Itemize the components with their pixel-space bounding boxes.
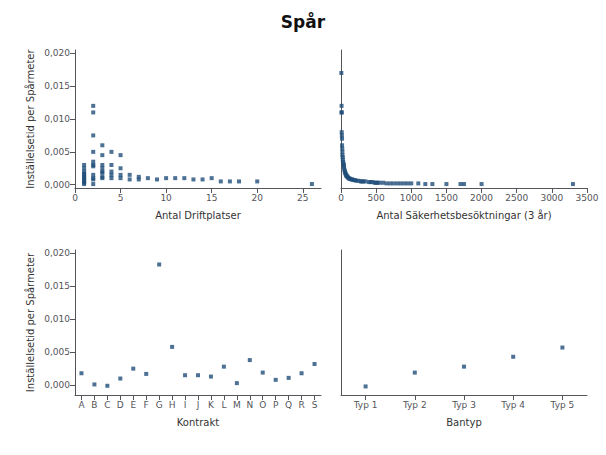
svg-text:Kontrakt: Kontrakt xyxy=(177,417,219,428)
svg-text:A: A xyxy=(78,400,85,410)
svg-text:R: R xyxy=(298,400,304,410)
svg-text:Typ 5: Typ 5 xyxy=(550,400,575,410)
svg-text:Typ 3: Typ 3 xyxy=(451,400,476,410)
svg-text:10: 10 xyxy=(160,193,172,203)
svg-text:L: L xyxy=(221,400,226,410)
svg-text:F: F xyxy=(144,400,149,410)
svg-text:0: 0 xyxy=(72,193,78,203)
svg-text:Antal Säkerhetsbesöktningar (3: Antal Säkerhetsbesöktningar (3 år) xyxy=(376,209,551,221)
svg-text:Typ 4: Typ 4 xyxy=(500,400,525,410)
svg-text:Typ 1: Typ 1 xyxy=(353,400,378,410)
svg-text:P: P xyxy=(273,400,279,410)
svg-text:0,010: 0,010 xyxy=(44,314,70,324)
svg-text:3000: 3000 xyxy=(540,193,563,203)
svg-text:Antal Driftplatser: Antal Driftplatser xyxy=(155,210,242,221)
svg-text:0,005: 0,005 xyxy=(44,147,70,157)
svg-text:B: B xyxy=(91,400,97,410)
svg-text:0: 0 xyxy=(338,193,344,203)
svg-text:M: M xyxy=(233,400,241,410)
svg-text:15: 15 xyxy=(206,193,217,203)
svg-text:2000: 2000 xyxy=(470,193,493,203)
svg-text:20: 20 xyxy=(251,193,263,203)
svg-text:D: D xyxy=(117,400,124,410)
svg-text:I: I xyxy=(184,400,187,410)
svg-text:Inställelsetid per Spårmeter: Inställelsetid per Spårmeter xyxy=(24,48,36,188)
svg-text:25: 25 xyxy=(297,193,308,203)
svg-text:Bantyp: Bantyp xyxy=(446,417,482,428)
svg-text:N: N xyxy=(246,400,253,410)
svg-text:0,015: 0,015 xyxy=(44,81,70,91)
svg-text:J: J xyxy=(196,400,200,410)
svg-text:Spår: Spår xyxy=(281,11,326,32)
svg-text:G: G xyxy=(156,400,163,410)
svg-text:Inställelsetid per Spårmeter: Inställelsetid per Spårmeter xyxy=(24,252,36,392)
svg-text:S: S xyxy=(312,400,318,410)
svg-text:0,000: 0,000 xyxy=(44,180,70,190)
svg-text:0,020: 0,020 xyxy=(44,248,70,258)
svg-text:1000: 1000 xyxy=(400,193,423,203)
svg-text:K: K xyxy=(208,400,215,410)
svg-text:E: E xyxy=(130,400,136,410)
svg-text:2500: 2500 xyxy=(505,193,528,203)
svg-text:0,010: 0,010 xyxy=(44,114,70,124)
svg-text:Typ 2: Typ 2 xyxy=(402,400,427,410)
svg-text:C: C xyxy=(104,400,110,410)
svg-text:0,020: 0,020 xyxy=(44,48,70,58)
svg-text:0,015: 0,015 xyxy=(44,281,70,291)
svg-text:Q: Q xyxy=(285,400,292,410)
svg-text:0,005: 0,005 xyxy=(44,347,70,357)
svg-text:500: 500 xyxy=(368,193,385,203)
svg-text:5: 5 xyxy=(118,193,124,203)
svg-text:3500: 3500 xyxy=(576,193,599,203)
svg-text:H: H xyxy=(169,400,176,410)
svg-text:0,000: 0,000 xyxy=(44,380,70,390)
svg-text:1500: 1500 xyxy=(435,193,458,203)
svg-text:O: O xyxy=(259,400,266,410)
